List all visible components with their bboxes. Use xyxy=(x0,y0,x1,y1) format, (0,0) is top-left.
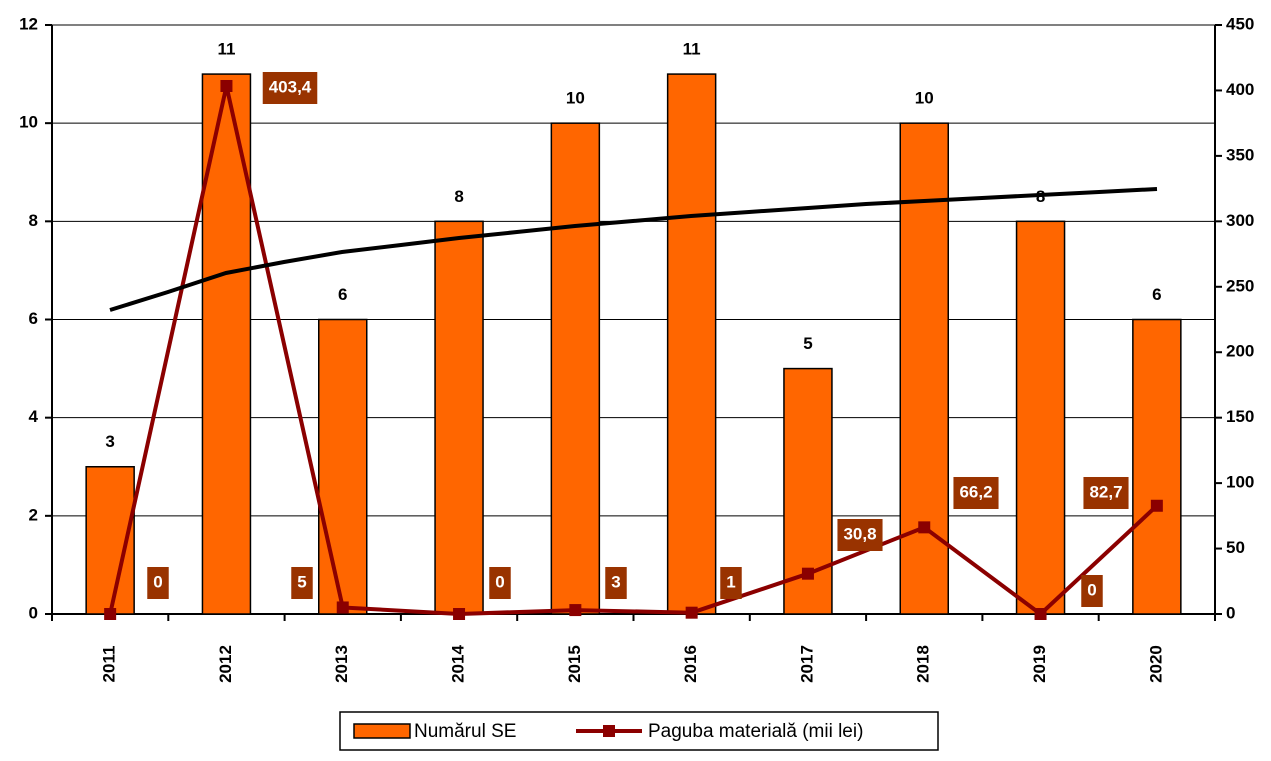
line-marker xyxy=(686,607,698,619)
y-tick-label: 4 xyxy=(29,407,39,426)
line-marker xyxy=(220,80,232,92)
line-marker xyxy=(569,604,581,616)
x-tick-label: 2019 xyxy=(1030,645,1049,683)
bar xyxy=(551,123,599,614)
line-value-label: 30,8 xyxy=(837,519,882,551)
line-value-label-text: 30,8 xyxy=(843,524,876,543)
x-tick-label: 2014 xyxy=(449,645,468,683)
bar xyxy=(668,74,716,614)
y-tick-label: 10 xyxy=(19,113,38,132)
legend-label: Paguba materială (mii lei) xyxy=(648,721,863,742)
x-tick-label: 2012 xyxy=(216,645,235,683)
line-marker xyxy=(337,601,349,613)
bar-value-label: 3 xyxy=(105,432,114,451)
legend: Numărul SE Paguba materială (mii lei) xyxy=(340,712,938,750)
y2-tick-label: 150 xyxy=(1226,407,1254,426)
line xyxy=(110,86,1157,614)
y-tick-label: 8 xyxy=(29,211,38,230)
line-value-label: 1 xyxy=(720,567,741,599)
bar-value-label: 10 xyxy=(915,89,934,108)
line-value-label-text: 1 xyxy=(726,572,735,591)
x-tick-label: 2013 xyxy=(332,645,351,683)
y2-tick-label: 100 xyxy=(1226,473,1254,492)
bar-value-label: 10 xyxy=(566,89,585,108)
line-marker xyxy=(453,608,465,620)
x-tick-label: 2016 xyxy=(681,645,700,683)
legend-swatch xyxy=(354,724,410,738)
y2-tick-label: 250 xyxy=(1226,276,1254,295)
x-tick-label: 2018 xyxy=(914,645,933,683)
y2-tick-label: 0 xyxy=(1226,603,1235,622)
y2-tick-label: 450 xyxy=(1226,14,1254,33)
bar-value-label: 11 xyxy=(217,40,235,59)
line-value-label: 82,7 xyxy=(1083,477,1128,509)
legend-label: Numărul SE xyxy=(414,721,516,742)
x-tick-label: 2020 xyxy=(1146,645,1165,683)
y-tick-label: 2 xyxy=(29,505,38,524)
y-tick-label: 6 xyxy=(29,309,38,328)
x-tick-label: 2011 xyxy=(100,646,119,683)
line-value-label-text: 0 xyxy=(1087,580,1096,599)
trend-line xyxy=(110,189,1157,310)
y2-tick-label: 200 xyxy=(1226,342,1254,361)
line-value-label-text: 0 xyxy=(153,572,162,591)
line-value-label-text: 0 xyxy=(495,572,504,591)
bar xyxy=(435,221,483,614)
bar-value-label: 6 xyxy=(338,285,347,304)
bar xyxy=(319,320,367,615)
line-value-label: 403,4 xyxy=(263,72,318,104)
line-marker xyxy=(104,608,116,620)
line-value-label: 0 xyxy=(1081,575,1102,607)
line-marker xyxy=(802,568,814,580)
y-tick-label: 12 xyxy=(19,14,38,33)
x-tick-label: 2015 xyxy=(565,645,584,683)
chart: 0246810120501001502002503003504004502011… xyxy=(0,0,1271,756)
bar-value-label: 5 xyxy=(803,334,812,353)
line-value-label-text: 82,7 xyxy=(1089,482,1122,501)
line-value-label-text: 5 xyxy=(297,572,306,591)
bar-value-label: 6 xyxy=(1152,285,1161,304)
line-marker xyxy=(918,521,930,533)
line-value-label: 3 xyxy=(605,567,626,599)
line-value-label: 66,2 xyxy=(953,477,998,509)
line-marker xyxy=(1035,608,1047,620)
line-value-label-text: 403,4 xyxy=(269,77,312,96)
line-value-label-text: 66,2 xyxy=(959,482,992,501)
line-value-label: 0 xyxy=(489,567,510,599)
x-tick-label: 2017 xyxy=(797,645,816,683)
line-marker xyxy=(1151,500,1163,512)
y2-tick-label: 50 xyxy=(1226,538,1245,557)
bar-value-label: 8 xyxy=(454,187,463,206)
bar xyxy=(1017,221,1065,614)
line-value-label-text: 3 xyxy=(611,572,620,591)
y2-tick-label: 400 xyxy=(1226,80,1254,99)
y2-tick-label: 300 xyxy=(1226,211,1254,230)
y2-tick-label: 350 xyxy=(1226,145,1254,164)
line-value-label: 5 xyxy=(291,567,312,599)
bar-value-label: 11 xyxy=(683,40,701,59)
bar xyxy=(1133,320,1181,615)
y-tick-label: 0 xyxy=(29,603,38,622)
legend-marker xyxy=(603,725,615,737)
line-value-label: 0 xyxy=(147,567,168,599)
